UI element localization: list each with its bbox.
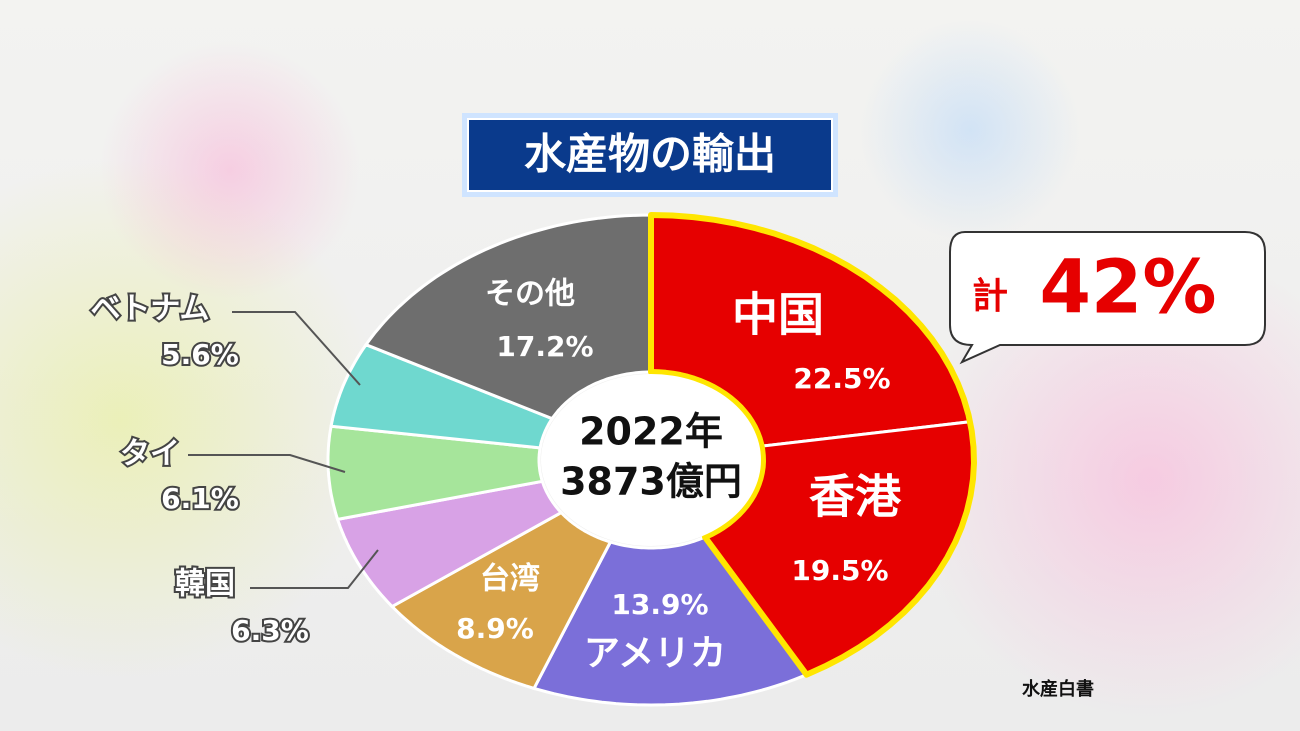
slice-name: アメリカ [584,633,726,674]
slice-name: 中国 [732,288,824,342]
pie: 2022年 3873億円 中国 22.5% 香港 19.5% アメリカ 13.9% 台湾 8.9%… [88,212,977,707]
slice-value: 5.6% [161,338,239,371]
slice-value: 19.5% [791,554,888,587]
callout-bubble [949,231,1266,365]
slice-value: 22.5% [793,362,890,395]
leader-line [250,549,379,589]
center-year: 2022年 [579,410,723,454]
slice-value: 6.1% [161,482,239,515]
slice-value: 8.9% [456,612,534,645]
title-box [467,118,833,192]
slice-value: 6.3% [231,614,309,647]
slice-name: タイ [120,437,180,472]
slice-value: 17.2% [496,330,593,363]
slice-name: その他 [485,277,575,312]
leader-line [232,311,361,386]
slice-name: 台湾 [480,562,540,597]
callout-text: 42% [1039,245,1216,331]
callout-prefix: 計 [972,276,1008,317]
leader-line [188,454,346,473]
chart-title: 水産物の輸出 [524,130,776,179]
slice-name: 香港 [809,470,902,524]
slice-value: 13.9% [611,588,708,621]
center-total: 3873億円 [560,460,742,504]
slice-name: 韓国 [175,567,235,602]
source: 水産白書 [1022,678,1094,700]
slice-name: ベトナム [90,292,209,327]
highlight-outline [648,212,977,678]
center-hole [541,374,761,546]
